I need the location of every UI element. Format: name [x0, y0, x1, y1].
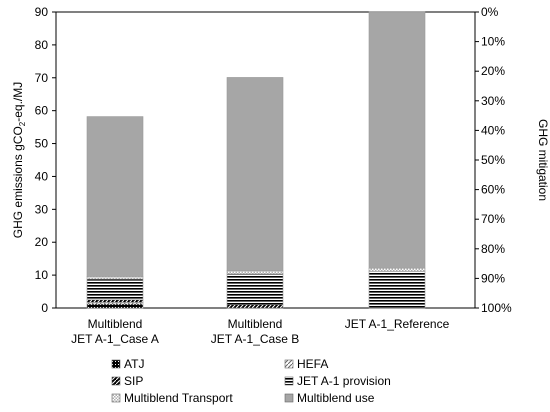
legend-swatch: [111, 359, 121, 369]
left-tick-label: 10: [35, 268, 49, 282]
category-label-line: JET A-1_Case A: [71, 332, 159, 346]
legend-label: JET A-1 provision: [297, 374, 391, 388]
right-tick-label: 90%: [481, 271, 505, 285]
legend-swatch: [284, 376, 294, 386]
legend-swatch: [111, 393, 121, 403]
left-tick-label: 60: [35, 104, 49, 118]
legend-label: HEFA: [297, 357, 328, 371]
bar-segment: [226, 77, 284, 272]
bar-segment: [86, 116, 144, 277]
category-label: Multiblend JET A-1_Case A: [71, 317, 159, 346]
right-tick-label: 50%: [481, 153, 505, 167]
legend-label: Multiblend use: [297, 391, 375, 405]
right-tick-label: 60%: [481, 183, 505, 197]
category-label: JET A-1_Reference: [345, 317, 450, 331]
bar-segment: [86, 303, 144, 309]
legend-label: ATJ: [124, 357, 144, 371]
left-axis-label: GHG emissions gCO2-eq./MJ: [11, 82, 27, 239]
legend-label: SIP: [124, 374, 143, 388]
bar-segment: [86, 299, 144, 303]
bar-segment: [368, 267, 426, 272]
legend-swatch: [284, 393, 294, 403]
right-tick-label: 70%: [481, 212, 505, 226]
legend-label: Multiblend Transport: [124, 391, 233, 405]
legend: ATJ HEFA SIP JET A-1 provision Multiblend Tr…: [111, 357, 391, 405]
category-label-line: JET A-1_Case B: [211, 332, 300, 346]
left-tick-label: 80: [35, 38, 49, 52]
right-tick-label: 40%: [481, 123, 505, 137]
right-axis-ticks: 100% 90% 80% 70% 60% 50% 40% 30% 20% 10% 0%: [475, 5, 512, 315]
left-axis-ticks: 0 10 20 30 40 50 60 70 80 90: [35, 5, 56, 315]
left-tick-label: 30: [35, 202, 49, 216]
left-tick-label: 90: [35, 5, 49, 19]
left-tick-label: 50: [35, 137, 49, 151]
bar-segment: [86, 276, 144, 280]
left-tick-label: 0: [41, 301, 48, 315]
right-tick-label: 30%: [481, 94, 505, 108]
bar-segment: [368, 11, 426, 269]
left-tick-label: 20: [35, 235, 49, 249]
category-label-line: Multiblend: [88, 317, 143, 331]
bars-group: [86, 11, 426, 309]
bar-segment: [226, 304, 284, 309]
bar-segment: [226, 270, 284, 275]
right-axis-label: GHG mitigation: [536, 119, 550, 201]
right-tick-label: 0%: [481, 5, 499, 19]
left-tick-label: 40: [35, 169, 49, 183]
bar-segment: [86, 278, 144, 301]
category-label-line: Multiblend: [228, 317, 283, 331]
category-label: Multiblend JET A-1_Case B: [211, 317, 300, 346]
bar-segment: [368, 270, 426, 309]
right-tick-label: 80%: [481, 242, 505, 256]
right-tick-label: 10%: [481, 35, 505, 49]
legend-swatch: [111, 376, 121, 386]
legend-swatch: [284, 359, 294, 369]
category-label-line: JET A-1_Reference: [345, 317, 450, 331]
bar-segment: [226, 273, 284, 306]
right-tick-label: 100%: [481, 301, 512, 315]
left-tick-label: 70: [35, 71, 49, 85]
right-tick-label: 20%: [481, 64, 505, 78]
